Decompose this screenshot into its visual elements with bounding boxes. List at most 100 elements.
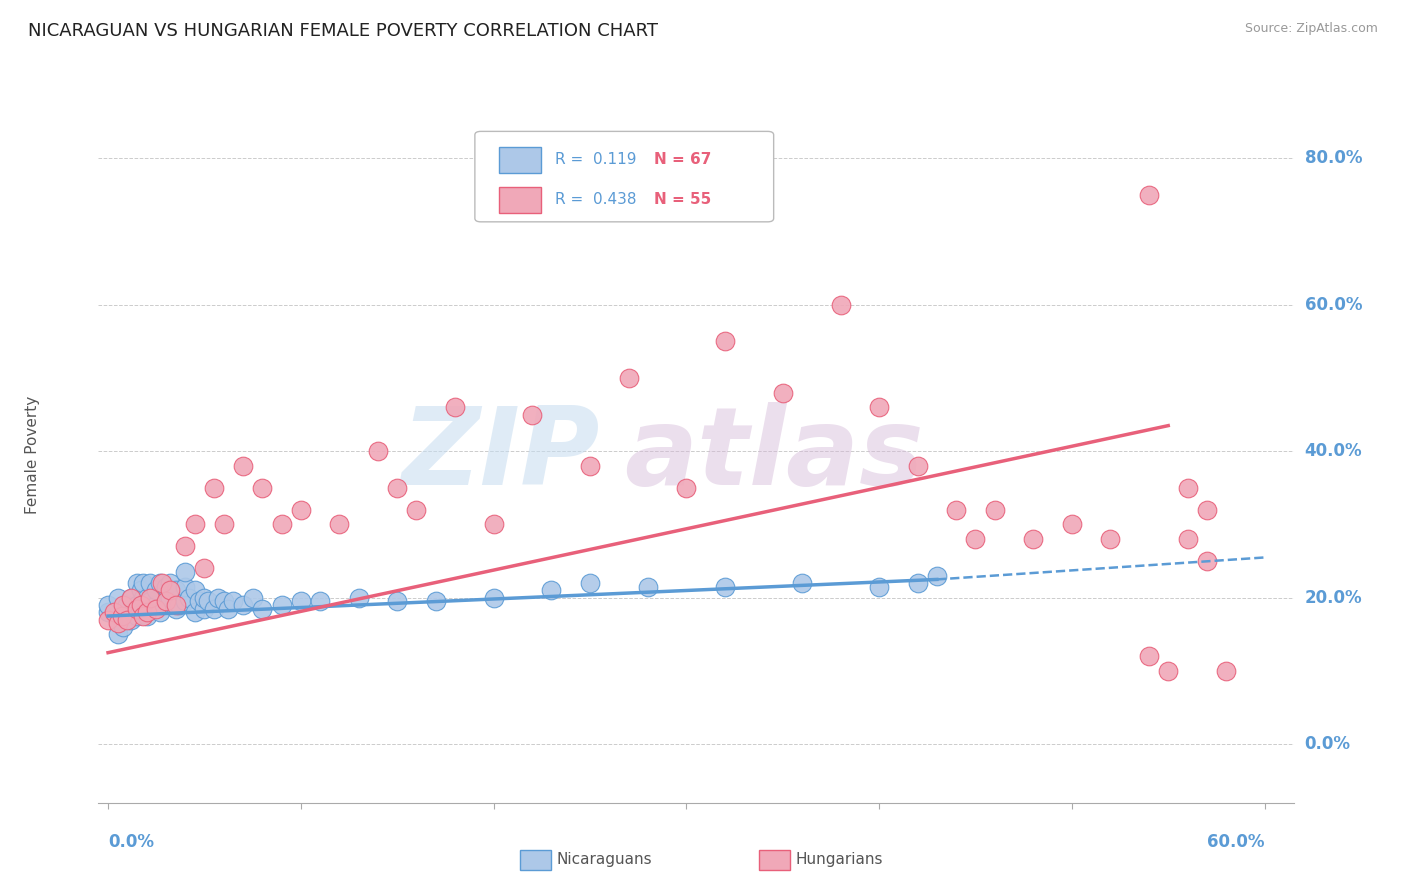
FancyBboxPatch shape (499, 186, 540, 213)
Point (907, 576, 929, 591)
Point (242, 591, 264, 605)
Text: R =  0.119: R = 0.119 (555, 153, 637, 168)
Text: 0.0%: 0.0% (108, 833, 155, 851)
Text: atlas: atlas (624, 402, 924, 508)
Point (232, 458, 254, 473)
Point (174, 580, 197, 594)
Point (637, 580, 659, 594)
Point (165, 583, 187, 598)
Point (120, 613, 142, 627)
Point (97, 613, 120, 627)
Point (110, 609, 132, 624)
Point (290, 503, 312, 517)
Point (129, 583, 152, 598)
Point (1177, 532, 1199, 546)
Point (217, 601, 239, 615)
Point (145, 598, 167, 612)
Point (347, 591, 370, 605)
Point (193, 561, 215, 575)
Point (107, 627, 129, 641)
Point (125, 576, 148, 591)
Point (107, 591, 129, 605)
Point (907, 458, 929, 473)
Text: Source: ZipAtlas.com: Source: ZipAtlas.com (1244, 22, 1378, 36)
Text: R =  0.438: R = 0.438 (555, 193, 637, 208)
Point (714, 580, 737, 594)
Point (868, 580, 890, 594)
Point (117, 601, 139, 615)
Point (165, 598, 187, 612)
Point (252, 601, 274, 615)
Point (984, 503, 1007, 517)
Point (125, 609, 148, 624)
Text: 0.0%: 0.0% (1305, 735, 1351, 753)
Point (309, 594, 332, 608)
Text: 20.0%: 20.0% (1305, 589, 1362, 607)
Point (1060, 517, 1083, 532)
Point (1215, 664, 1237, 678)
Point (405, 503, 427, 517)
Point (135, 606, 157, 620)
Text: Hungarians: Hungarians (796, 853, 883, 867)
Point (444, 401, 467, 415)
Point (184, 517, 207, 532)
Point (139, 576, 162, 591)
Point (540, 583, 562, 598)
Text: 40.0%: 40.0% (1305, 442, 1362, 460)
FancyBboxPatch shape (475, 131, 773, 222)
Point (1137, 649, 1160, 664)
Point (193, 601, 215, 615)
Point (187, 594, 209, 608)
Point (367, 444, 389, 458)
Point (772, 385, 794, 400)
Point (155, 594, 177, 608)
Text: Nicaraguans: Nicaraguans (557, 853, 652, 867)
Point (579, 458, 602, 473)
Point (117, 598, 139, 612)
Point (149, 606, 172, 620)
Point (1195, 503, 1218, 517)
Point (232, 598, 254, 612)
Point (174, 540, 197, 554)
Point (328, 517, 350, 532)
Point (107, 613, 129, 627)
Point (139, 594, 162, 608)
Point (169, 598, 191, 612)
Point (252, 481, 274, 495)
Point (714, 334, 737, 349)
Point (155, 580, 177, 594)
Point (520, 408, 543, 422)
Point (675, 481, 697, 495)
Point (207, 591, 229, 605)
Point (1157, 664, 1180, 678)
Point (165, 601, 187, 615)
Text: N = 55: N = 55 (654, 193, 711, 208)
Point (193, 591, 215, 605)
Text: 80.0%: 80.0% (1305, 149, 1362, 168)
Point (159, 591, 181, 605)
Point (482, 517, 505, 532)
Point (135, 601, 157, 615)
Point (965, 532, 987, 546)
Point (120, 591, 142, 605)
Point (159, 576, 181, 591)
Point (112, 620, 135, 634)
Point (145, 583, 167, 598)
Point (184, 583, 207, 598)
Point (117, 613, 139, 627)
Point (184, 606, 207, 620)
Point (212, 594, 235, 608)
Point (112, 598, 135, 612)
Point (385, 481, 409, 495)
Point (1177, 481, 1199, 495)
Point (270, 598, 292, 612)
Text: ZIP: ZIP (402, 402, 600, 508)
Point (579, 576, 602, 591)
Text: N = 67: N = 67 (654, 153, 711, 168)
Text: Female Poverty: Female Poverty (25, 396, 41, 514)
Text: 60.0%: 60.0% (1208, 833, 1264, 851)
Point (868, 401, 890, 415)
Point (790, 576, 813, 591)
Point (1099, 532, 1122, 546)
Point (150, 576, 173, 591)
